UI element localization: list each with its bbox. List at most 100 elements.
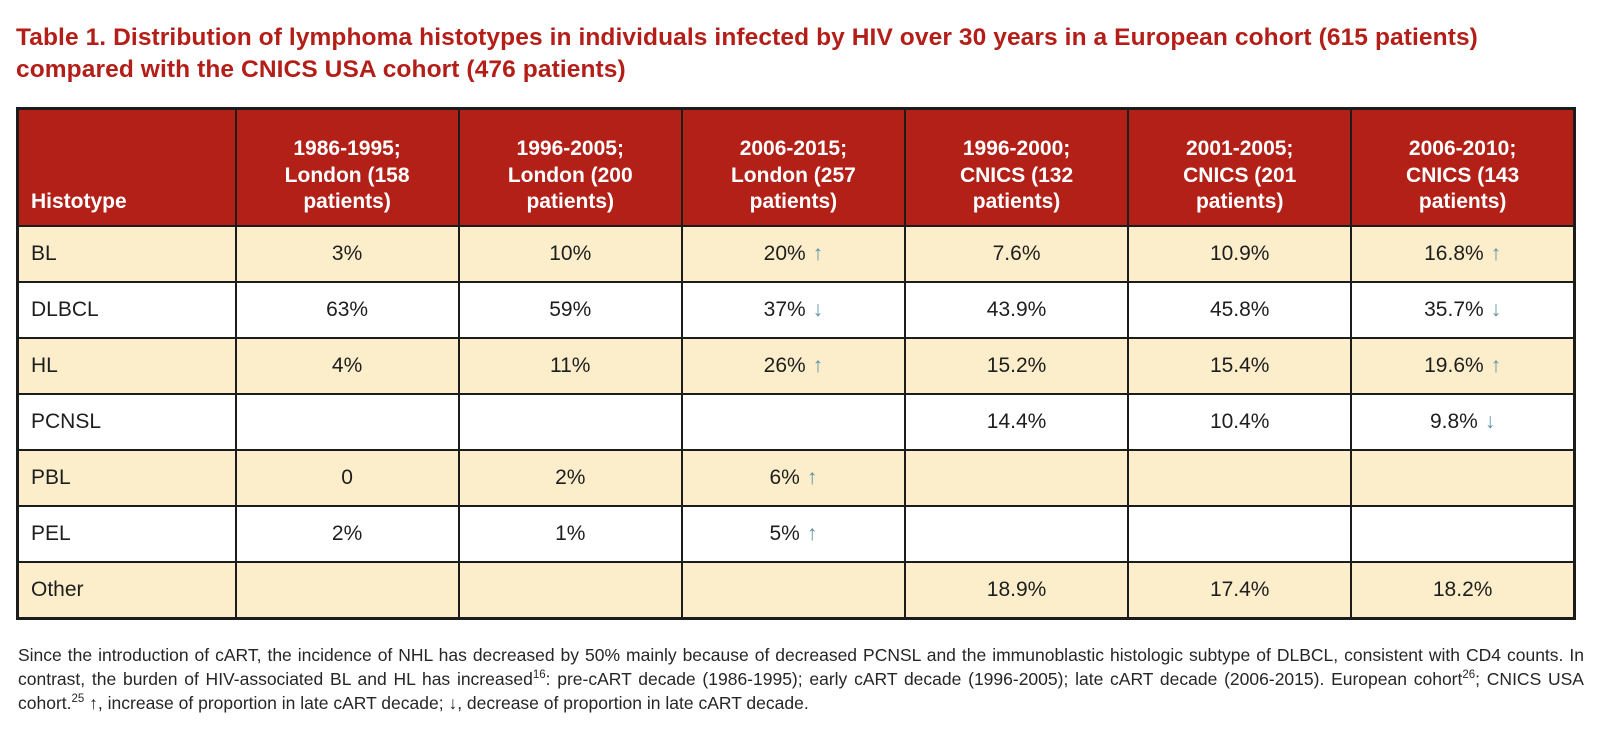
- up-arrow-icon: ↑: [1490, 354, 1502, 378]
- value-cell: 11%: [457, 337, 683, 396]
- up-arrow-icon: ↑: [812, 354, 824, 378]
- table-title: Table 1. Distribution of lymphoma histot…: [16, 24, 1478, 84]
- value-cell: 10.9%: [1127, 225, 1353, 284]
- value-cell: [234, 393, 460, 452]
- cell-value: 10%: [549, 242, 592, 266]
- value-cell: [1350, 449, 1576, 508]
- value-cell: 7.6%: [903, 225, 1130, 284]
- value-cell: [1127, 505, 1353, 564]
- value-cell: 5% ↑: [680, 505, 906, 564]
- value-cell: 43.9%: [903, 281, 1130, 340]
- table-row: PCNSL 14.4% 10.4% 9.8% ↓: [16, 393, 1576, 452]
- cell-value: 10.9%: [1209, 242, 1270, 266]
- cell-value: 14.4%: [986, 410, 1047, 434]
- cell-value: 20%: [763, 242, 806, 266]
- cell-value: 43.9%: [986, 298, 1047, 322]
- value-cell: [457, 561, 683, 620]
- value-cell: 10.4%: [1127, 393, 1353, 452]
- value-cell: 1%: [457, 505, 683, 564]
- footnote-text: ; CNICS USA cohort.: [18, 668, 1584, 713]
- cell-value: 63%: [326, 298, 369, 322]
- histotype-distribution-table: Histotype 1986-1995; London (158 patients…: [16, 106, 1576, 620]
- cell-value: 37%: [763, 298, 806, 322]
- value-cell: 4%: [234, 337, 460, 396]
- histotype-cell: PEL: [16, 505, 237, 564]
- value-cell: 59%: [457, 281, 683, 340]
- histotype-cell: BL: [16, 225, 237, 284]
- histotype-cell: PBL: [16, 449, 237, 508]
- reference-superscript: 25: [71, 692, 85, 705]
- footnote: Since the introduction of cART, the inci…: [18, 644, 1584, 716]
- cell-value: 6%: [769, 466, 800, 490]
- column-header: 1996-2000; CNICS (132 patients): [903, 107, 1130, 228]
- value-cell: 20% ↑: [680, 225, 906, 284]
- reference-superscript: 16: [532, 668, 546, 681]
- footnote-text: : pre-cART decade (1986-1995); early cAR…: [545, 668, 1463, 689]
- histotype-cell: DLBCL: [16, 281, 237, 340]
- cell-value: 35.7%: [1424, 298, 1484, 322]
- value-cell: 26% ↑: [680, 337, 906, 396]
- value-cell: 2%: [234, 505, 460, 564]
- histotype-cell: PCNSL: [16, 393, 237, 452]
- value-cell: 10%: [457, 225, 683, 284]
- value-cell: [457, 393, 683, 452]
- table-row: BL 3% 10% 20% ↑ 7.6% 10.9% 16.8% ↑: [16, 225, 1576, 284]
- value-cell: 18.9%: [903, 561, 1130, 620]
- value-cell: 37% ↓: [680, 281, 906, 340]
- footnote-text: Since the introduction of cART, the inci…: [18, 644, 1584, 689]
- table-body: BL 3% 10% 20% ↑ 7.6% 10.9% 16.8% ↑ DLBCL 63% 59% 37%…: [16, 225, 1576, 620]
- cell-value: 19.6%: [1424, 354, 1484, 378]
- column-header: 1996-2005; London (200 patients): [457, 107, 683, 228]
- value-cell: [234, 561, 460, 620]
- cell-value: 10.4%: [1209, 410, 1270, 434]
- value-cell: 0: [234, 449, 460, 508]
- cell-value: 26%: [763, 354, 806, 378]
- table-header: Histotype 1986-1995; London (158 patients…: [16, 107, 1576, 228]
- up-arrow-icon: ↑: [806, 522, 818, 546]
- value-cell: 15.4%: [1127, 337, 1353, 396]
- column-header: 2006-2010; CNICS (143 patients): [1350, 107, 1576, 228]
- value-cell: 16.8% ↑: [1350, 225, 1576, 284]
- table-row: DLBCL 63% 59% 37% ↓ 43.9% 45.8% 35.7% ↓: [16, 281, 1576, 340]
- header-row: Histotype 1986-1995; London (158 patients…: [16, 107, 1576, 228]
- up-arrow-icon: ↑: [1490, 242, 1502, 266]
- up-arrow-icon: ↑: [806, 466, 818, 490]
- value-cell: [903, 505, 1130, 564]
- value-cell: 3%: [234, 225, 460, 284]
- value-cell: [903, 449, 1130, 508]
- up-arrow-icon: ↑: [812, 242, 824, 266]
- cell-value: 59%: [549, 298, 592, 322]
- value-cell: [1350, 505, 1576, 564]
- value-cell: 18.2%: [1350, 561, 1576, 620]
- cell-value: 45.8%: [1209, 298, 1270, 322]
- value-cell: 35.7% ↓: [1350, 281, 1576, 340]
- column-header: 2006-2015; London (257 patients): [680, 107, 906, 228]
- page: Table 1. Distribution of lymphoma histot…: [16, 24, 1584, 716]
- table-row: HL 4% 11% 26% ↑ 15.2% 15.4% 19.6% ↑: [16, 337, 1576, 396]
- table-row: PBL 0 2% 6% ↑: [16, 449, 1576, 508]
- cell-value: 17.4%: [1209, 577, 1270, 601]
- down-arrow-icon: ↓: [1490, 298, 1502, 322]
- table-row: Other 18.9% 17.4% 18.2%: [16, 561, 1576, 620]
- value-cell: 15.2%: [903, 337, 1130, 396]
- value-cell: [680, 393, 906, 452]
- value-cell: 17.4%: [1127, 561, 1353, 620]
- value-cell: [1127, 449, 1353, 508]
- histotype-column-header: Histotype: [16, 107, 237, 228]
- cell-value: 4%: [331, 354, 363, 378]
- cell-value: 1%: [555, 522, 586, 546]
- value-cell: 6% ↑: [680, 449, 906, 508]
- cell-value: 15.4%: [1209, 354, 1270, 378]
- cell-value: 18.9%: [986, 577, 1047, 601]
- reference-superscript: 26: [1462, 668, 1476, 681]
- histotype-cell: HL: [16, 337, 237, 396]
- value-cell: [680, 561, 906, 620]
- cell-value: 9.8%: [1429, 410, 1478, 434]
- cell-value: 0: [341, 466, 353, 490]
- cell-value: 2%: [331, 522, 363, 546]
- column-header: 2001-2005; CNICS (201 patients): [1127, 107, 1353, 228]
- value-cell: 45.8%: [1127, 281, 1353, 340]
- cell-value: 18.2%: [1432, 577, 1493, 601]
- cell-value: 5%: [769, 522, 800, 546]
- value-cell: 19.6% ↑: [1350, 337, 1576, 396]
